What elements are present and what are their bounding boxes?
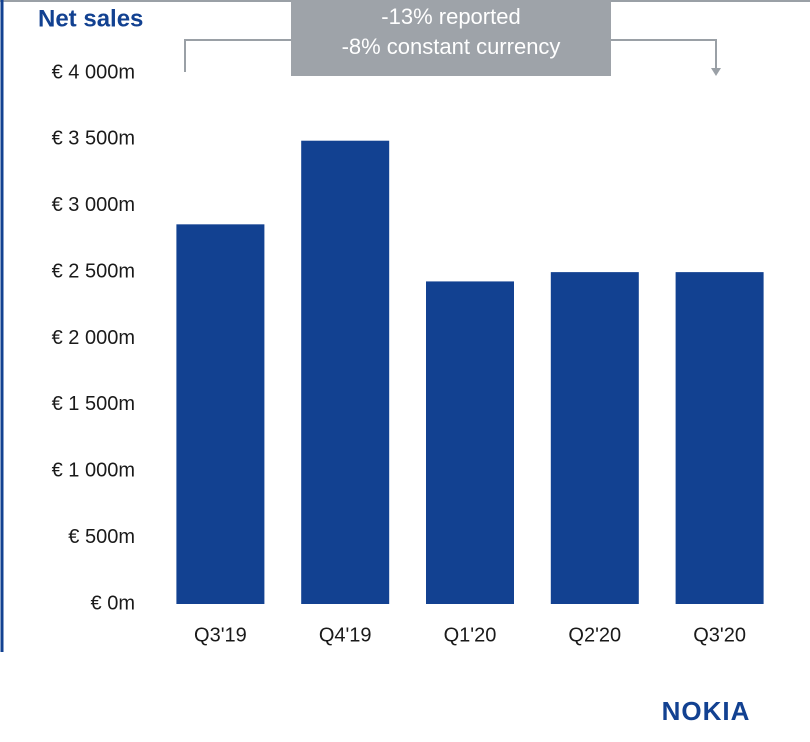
x-tick-label: Q3'20 xyxy=(693,624,746,646)
change-bracket xyxy=(184,39,717,72)
y-tick-label: € 2 500m xyxy=(52,260,135,282)
chart-title: Net sales xyxy=(38,5,143,32)
y-tick-label: € 3 500m xyxy=(52,128,135,150)
y-tick-label: € 1 500m xyxy=(52,393,135,415)
y-tick-label: € 3 000m xyxy=(52,194,135,216)
y-tick-label: € 1 000m xyxy=(52,460,135,482)
y-tick-label: € 4 000m xyxy=(52,61,135,83)
bar xyxy=(176,224,265,604)
x-tick-label: Q4'19 xyxy=(319,624,372,646)
bracket-arrow xyxy=(711,68,721,76)
bar xyxy=(550,272,639,604)
logo: NOKIA xyxy=(662,696,751,726)
annotation: -8% constant currency xyxy=(342,34,561,59)
bar xyxy=(301,140,390,604)
annotation-box xyxy=(291,0,611,76)
x-tick-label: Q2'20 xyxy=(568,624,621,646)
annotation: -13% reported xyxy=(381,4,520,29)
y-tick-label: € 500m xyxy=(68,526,135,548)
x-tick-label: Q1'20 xyxy=(444,624,497,646)
bracket-left xyxy=(184,39,291,72)
x-tick-label: Q3'19 xyxy=(194,624,247,646)
bracket-right xyxy=(611,39,717,70)
bar xyxy=(675,272,764,604)
y-tick-label: € 0m xyxy=(91,592,135,614)
bar xyxy=(426,281,514,604)
y-tick-label: € 2 000m xyxy=(52,327,135,349)
